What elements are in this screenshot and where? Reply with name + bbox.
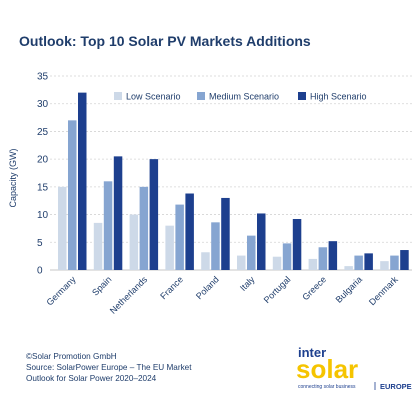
bar xyxy=(390,255,399,270)
x-tick-label: Spain xyxy=(90,274,113,297)
bar xyxy=(400,250,409,270)
source-text: Source: SolarPower Europe – The EU Marke… xyxy=(26,363,192,372)
bar xyxy=(113,156,123,270)
x-tick-label: Bulgaria xyxy=(334,274,364,304)
chart-title: Outlook: Top 10 Solar PV Markets Additio… xyxy=(19,33,311,49)
bar xyxy=(93,222,103,270)
bar xyxy=(380,261,389,270)
bar xyxy=(354,255,363,270)
legend-swatch xyxy=(197,92,205,100)
x-tick-label: Denmark xyxy=(367,274,400,307)
x-tick-label: Poland xyxy=(194,274,221,301)
logo-region: EUROPE xyxy=(380,382,412,391)
source-footer: ©Solar Promotion GmbH Source: SolarPower… xyxy=(26,351,192,384)
y-tick-label: 0 xyxy=(37,266,43,277)
y-tick-label: 20 xyxy=(37,155,49,166)
legend-label: High Scenario xyxy=(310,92,367,102)
bar xyxy=(139,186,149,270)
y-tick-label: 30 xyxy=(37,99,49,110)
y-tick-label: 35 xyxy=(37,72,49,83)
y-tick-label: 25 xyxy=(37,127,49,138)
bar xyxy=(68,120,77,270)
source-text-2: Outlook for Solar Power 2020–2024 xyxy=(26,374,157,383)
logo-word-inter: inter xyxy=(298,345,326,360)
bar xyxy=(318,247,328,270)
gridlines xyxy=(50,75,412,271)
y-tick-label: 5 xyxy=(37,238,43,249)
legend-swatch xyxy=(114,92,122,100)
logo-word-solar: solar xyxy=(296,354,358,384)
bar xyxy=(58,186,67,270)
logo-tagline: connecting solar business xyxy=(298,384,356,390)
legend: Low Scenario Medium Scenario High Scenario xyxy=(114,92,367,102)
bar xyxy=(221,197,230,270)
bar xyxy=(211,222,220,270)
bar xyxy=(272,256,282,270)
legend-label: Low Scenario xyxy=(126,92,181,102)
y-tick-label: 15 xyxy=(37,182,49,193)
x-tick-label: Italy xyxy=(238,274,257,293)
x-tick-label: Germany xyxy=(44,274,78,308)
legend-swatch xyxy=(298,92,306,100)
bar-chart: Capacity (GW) 0 5 10 15 20 25 30 35 Germany Spai… xyxy=(8,72,412,316)
bar xyxy=(344,266,353,270)
y-tick-labels: 0 5 10 15 20 25 30 35 xyxy=(37,72,49,277)
bar xyxy=(328,241,338,270)
bar xyxy=(247,235,256,270)
bars xyxy=(58,92,409,270)
copyright-text: ©Solar Promotion GmbH xyxy=(26,352,117,361)
x-tick-label: Netherlands xyxy=(108,274,150,316)
legend-label: Medium Scenario xyxy=(209,92,279,102)
bar xyxy=(201,252,210,270)
y-axis-label: Capacity (GW) xyxy=(8,148,18,207)
bar xyxy=(129,214,139,270)
y-tick-label: 10 xyxy=(37,210,49,221)
bar xyxy=(292,219,302,270)
x-tick-label: Portugal xyxy=(262,274,293,305)
bar xyxy=(175,204,184,270)
bar xyxy=(165,225,174,270)
bar xyxy=(237,255,246,270)
intersolar-logo: inter solar connecting solar business EU… xyxy=(296,345,412,391)
bar xyxy=(257,213,266,270)
x-tick-label: France xyxy=(158,274,185,301)
bar xyxy=(308,258,318,270)
bar xyxy=(364,253,373,270)
bar xyxy=(282,243,292,270)
bar xyxy=(149,159,159,270)
bar xyxy=(185,193,194,270)
bar xyxy=(78,92,87,270)
bar xyxy=(103,181,113,270)
x-tick-label: Greece xyxy=(300,274,328,302)
